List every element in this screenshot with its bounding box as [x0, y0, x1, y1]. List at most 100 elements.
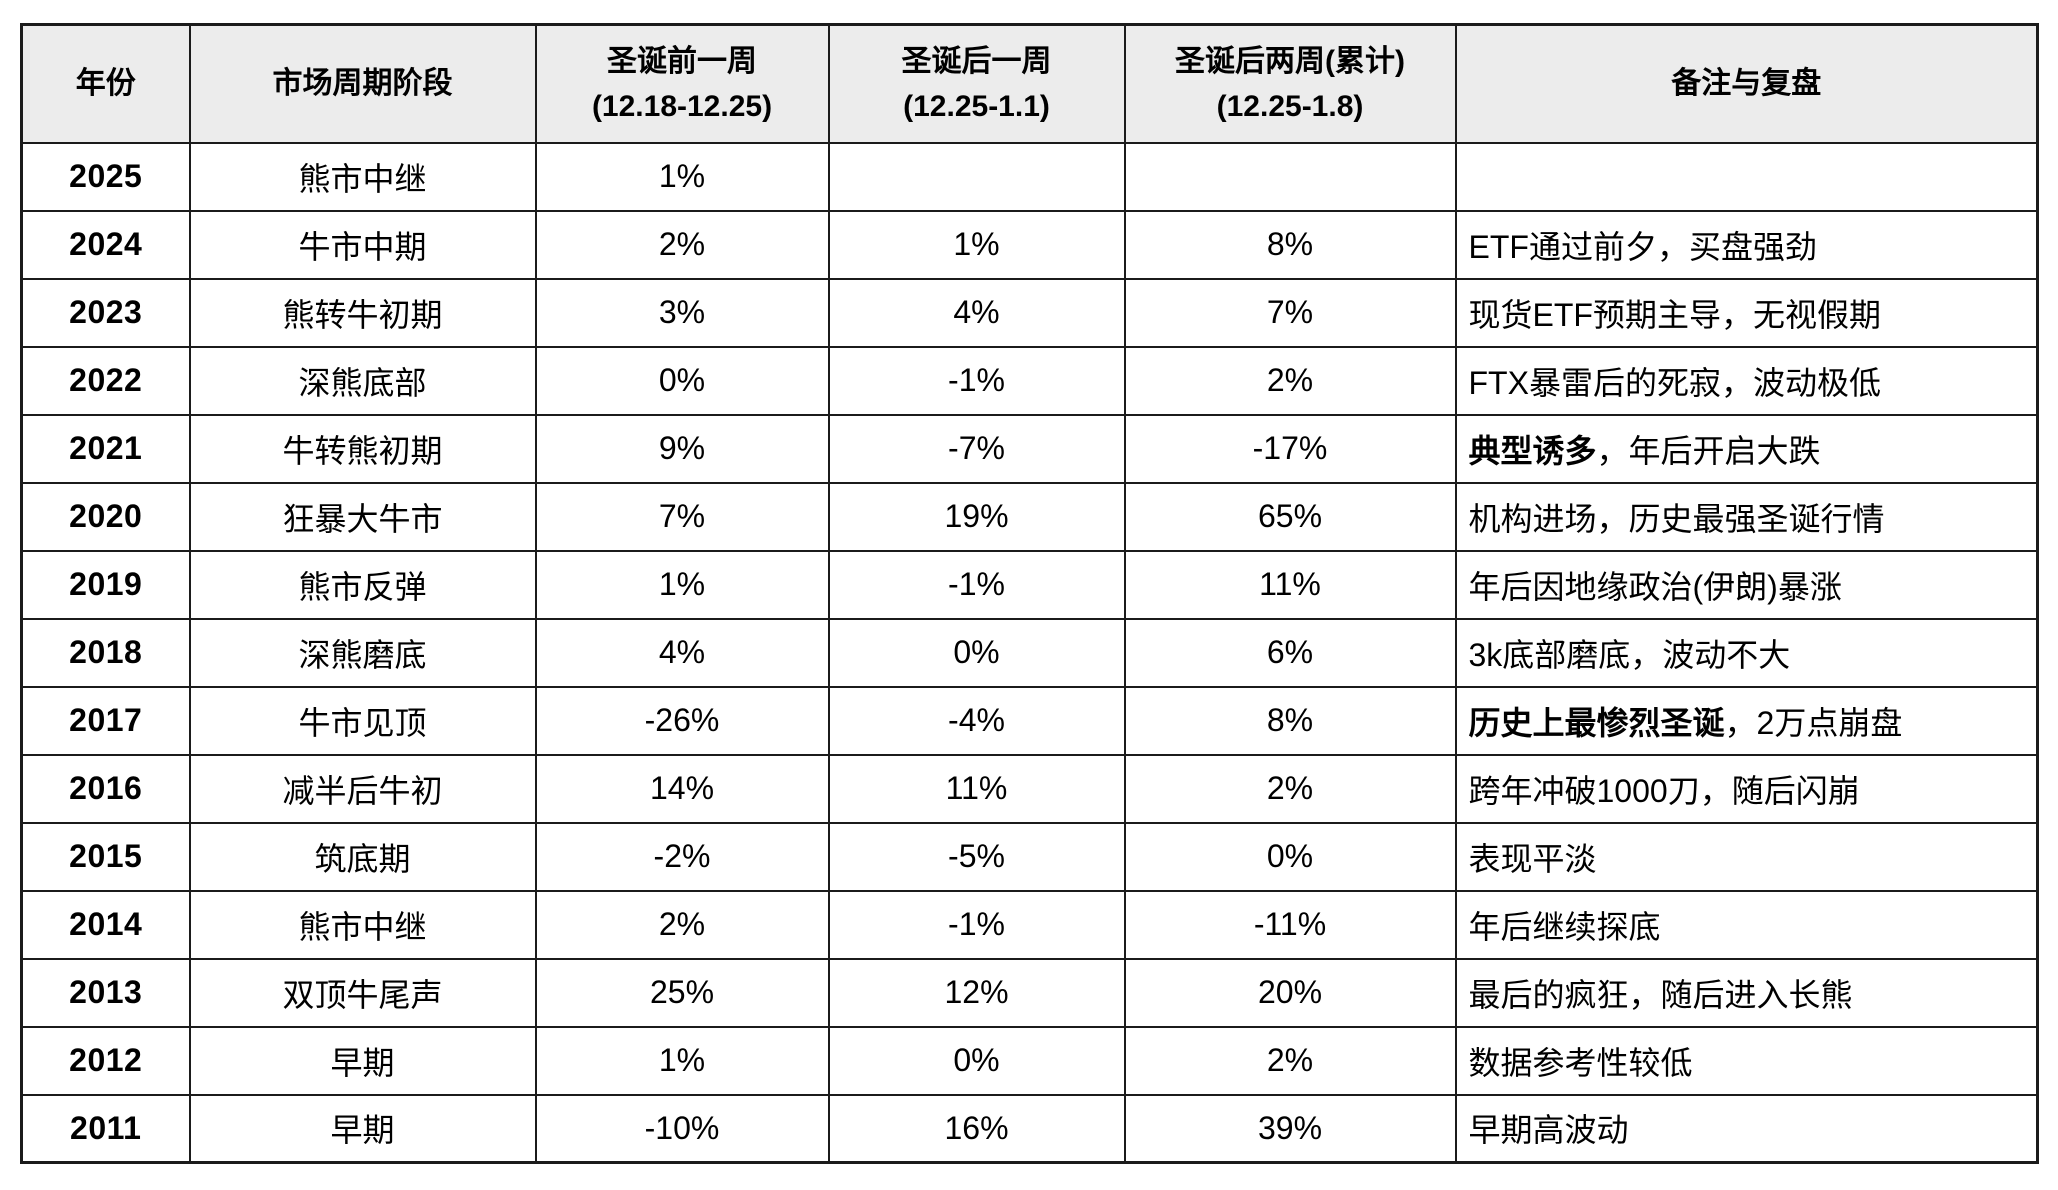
note-segment: ETF通过前夕，买盘强劲	[1468, 228, 1817, 265]
year-cell: 2019	[20, 549, 191, 620]
year-cell: 2014	[20, 889, 191, 960]
post-week-1-cell: 0%	[827, 617, 1126, 688]
post-week-1-cell: -1%	[827, 549, 1126, 620]
note-segment: 机构进场，历史最强圣诞行情	[1468, 500, 1885, 537]
note-segment: FTX暴雷后的死寂，波动极低	[1468, 364, 1881, 401]
stage-cell: 深熊底部	[188, 345, 537, 416]
post-week-1-cell: -7%	[827, 413, 1126, 484]
pre-week-cell: 1%	[534, 549, 830, 620]
table-body: 2025 熊市中继 1% 2024 牛市中期 2% 1% 8% ETF通过前夕，买盘强劲 2023…	[20, 141, 2039, 1164]
post-week-1-cell: 0%	[827, 1025, 1126, 1096]
post-week-2-cell: -17%	[1123, 413, 1457, 484]
post-week-2-cell: -11%	[1123, 889, 1457, 960]
pre-week-cell: -26%	[534, 685, 830, 756]
col-header-stage: 市场周期阶段	[188, 23, 537, 144]
note-cell: 早期高波动	[1454, 1093, 2039, 1164]
stage-cell: 早期	[188, 1093, 537, 1164]
note-segment: 最后的疯狂，随后进入长熊	[1468, 976, 1853, 1013]
col-header-subtitle: (12.18-12.25)	[591, 89, 773, 123]
year-cell: 2022	[20, 345, 191, 416]
stage-cell: 双顶牛尾声	[188, 957, 537, 1028]
year-cell: 2025	[20, 141, 191, 212]
post-week-1-cell: -1%	[827, 889, 1126, 960]
col-header-title: 圣诞后一周	[901, 44, 1052, 78]
note-cell: 最后的疯狂，随后进入长熊	[1454, 957, 2039, 1028]
col-header-subtitle: (12.25-1.1)	[903, 89, 1050, 123]
table-row: 2025 熊市中继 1%	[20, 141, 2039, 212]
year-cell: 2021	[20, 413, 191, 484]
table-row: 2015 筑底期 -2% -5% 0% 表现平淡	[20, 821, 2039, 892]
pre-week-cell: 2%	[534, 209, 830, 280]
table-row: 2016 减半后牛初 14% 11% 2% 跨年冲破1000刀，随后闪崩	[20, 753, 2039, 824]
post-week-2-cell: 2%	[1123, 1025, 1457, 1096]
note-cell: 年后因地缘政治(伊朗)暴涨	[1454, 549, 2039, 620]
stage-cell: 熊市反弹	[188, 549, 537, 620]
pre-week-cell: 7%	[534, 481, 830, 552]
note-cell: 典型诱多，年后开启大跌	[1454, 413, 2039, 484]
col-header-title: 备注与复盘	[1671, 67, 1822, 101]
table-row: 2020 狂暴大牛市 7% 19% 65% 机构进场，历史最强圣诞行情	[20, 481, 2039, 552]
stage-cell: 深熊磨底	[188, 617, 537, 688]
post-week-2-cell	[1123, 141, 1457, 212]
table-row: 2017 牛市见顶 -26% -4% 8% 历史上最惨烈圣诞，2万点崩盘	[20, 685, 2039, 756]
stage-cell: 牛转熊初期	[188, 413, 537, 484]
year-cell: 2013	[20, 957, 191, 1028]
post-week-1-cell: 19%	[827, 481, 1126, 552]
post-week-1-cell: -4%	[827, 685, 1126, 756]
note-cell	[1454, 141, 2039, 212]
stage-cell: 减半后牛初	[188, 753, 537, 824]
year-cell: 2011	[20, 1093, 191, 1164]
year-cell: 2023	[20, 277, 191, 348]
post-week-2-cell: 39%	[1123, 1093, 1457, 1164]
post-week-2-cell: 2%	[1123, 753, 1457, 824]
note-segment: 早期高波动	[1468, 1112, 1629, 1149]
col-header-subtitle: (12.25-1.8)	[1216, 89, 1364, 123]
header-row: 年份 市场周期阶段 圣诞前一周 (12.18-12.25) 圣诞后一周 (12.25-1.…	[20, 23, 2039, 144]
col-header-year: 年份	[20, 23, 191, 144]
table-header: 年份 市场周期阶段 圣诞前一周 (12.18-12.25) 圣诞后一周 (12.25-1.…	[20, 23, 2039, 144]
note-segment: 历史上最惨烈圣诞	[1468, 704, 1725, 741]
note-cell: 机构进场，历史最强圣诞行情	[1454, 481, 2039, 552]
table-row: 2011 早期 -10% 16% 39% 早期高波动	[20, 1093, 2039, 1164]
stage-cell: 筑底期	[188, 821, 537, 892]
note-cell: 历史上最惨烈圣诞，2万点崩盘	[1454, 685, 2039, 756]
table-row: 2024 牛市中期 2% 1% 8% ETF通过前夕，买盘强劲	[20, 209, 2039, 280]
year-cell: 2018	[20, 617, 191, 688]
post-week-1-cell: -5%	[827, 821, 1126, 892]
note-segment: 表现平淡	[1468, 840, 1597, 877]
post-week-1-cell: 11%	[827, 753, 1126, 824]
post-week-1-cell: 1%	[827, 209, 1126, 280]
col-header-title: 市场周期阶段	[272, 67, 453, 101]
pre-week-cell: 1%	[534, 141, 830, 212]
note-segment: ，2万点崩盘	[1724, 704, 1903, 741]
post-week-2-cell: 65%	[1123, 481, 1457, 552]
note-cell: FTX暴雷后的死寂，波动极低	[1454, 345, 2039, 416]
note-segment: ，年后开启大跌	[1596, 432, 1821, 469]
post-week-1-cell: 12%	[827, 957, 1126, 1028]
post-week-2-cell: 8%	[1123, 209, 1457, 280]
post-week-2-cell: 11%	[1123, 549, 1457, 620]
christmas-btc-performance-table: 年份 市场周期阶段 圣诞前一周 (12.18-12.25) 圣诞后一周 (12.25-1.…	[20, 23, 2039, 1164]
note-segment: 数据参考性较低	[1468, 1044, 1693, 1081]
post-week-1-cell: -1%	[827, 345, 1126, 416]
table-row: 2013 双顶牛尾声 25% 12% 20% 最后的疯狂，随后进入长熊	[20, 957, 2039, 1028]
pre-week-cell: 3%	[534, 277, 830, 348]
pre-week-cell: 4%	[534, 617, 830, 688]
table-row: 2019 熊市反弹 1% -1% 11% 年后因地缘政治(伊朗)暴涨	[20, 549, 2039, 620]
stage-cell: 牛市中期	[188, 209, 537, 280]
stage-cell: 早期	[188, 1025, 537, 1096]
note-cell: 表现平淡	[1454, 821, 2039, 892]
pre-week-cell: -2%	[534, 821, 830, 892]
note-cell: 跨年冲破1000刀，随后闪崩	[1454, 753, 2039, 824]
table-row: 2022 深熊底部 0% -1% 2% FTX暴雷后的死寂，波动极低	[20, 345, 2039, 416]
note-segment: 典型诱多	[1468, 432, 1597, 469]
stage-cell: 熊市中继	[188, 889, 537, 960]
post-week-1-cell: 16%	[827, 1093, 1126, 1164]
col-header-post-week-2: 圣诞后两周(累计) (12.25-1.8)	[1123, 23, 1457, 144]
col-header-note: 备注与复盘	[1454, 23, 2039, 144]
col-header-post-week-1: 圣诞后一周 (12.25-1.1)	[827, 23, 1126, 144]
year-cell: 2017	[20, 685, 191, 756]
pre-week-cell: -10%	[534, 1093, 830, 1164]
post-week-1-cell	[827, 141, 1126, 212]
note-segment: 跨年冲破1000刀，随后闪崩	[1468, 772, 1860, 809]
